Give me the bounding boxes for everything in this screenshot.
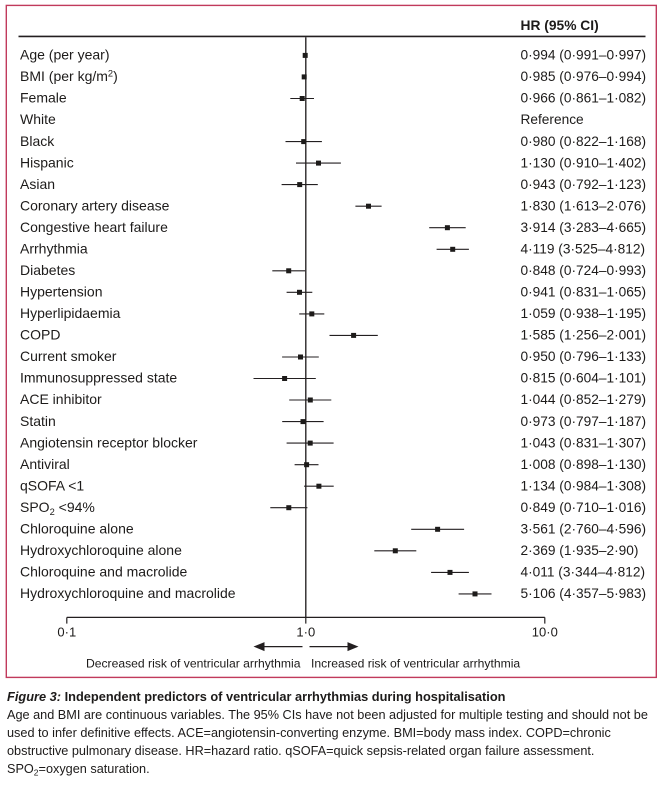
svg-text:Antiviral: Antiviral — [20, 456, 70, 472]
svg-text:1·0: 1·0 — [296, 625, 315, 640]
svg-text:Hyperlipidaemia: Hyperlipidaemia — [20, 305, 121, 321]
svg-text:2·369 (1·935–2·90): 2·369 (1·935–2·90) — [521, 543, 639, 558]
svg-text:0·966 (0·861–1·082): 0·966 (0·861–1·082) — [521, 91, 647, 106]
svg-text:0·941 (0·831–1·065): 0·941 (0·831–1·065) — [521, 285, 647, 300]
svg-text:1·130 (0·910–1·402): 1·130 (0·910–1·402) — [521, 155, 647, 170]
svg-text:Angiotensin receptor blocker: Angiotensin receptor blocker — [20, 434, 198, 450]
svg-text:Black: Black — [20, 133, 55, 149]
svg-text:5·106 (4·357–5·983): 5·106 (4·357–5·983) — [521, 586, 647, 601]
svg-text:Coronary artery disease: Coronary artery disease — [20, 197, 170, 213]
svg-text:BMI (per kg/m2): BMI (per kg/m2) — [20, 68, 118, 84]
svg-text:1·585 (1·256–2·001): 1·585 (1·256–2·001) — [521, 328, 647, 343]
svg-text:Diabetes: Diabetes — [20, 262, 75, 278]
svg-text:1·044 (0·852–1·279): 1·044 (0·852–1·279) — [521, 392, 647, 407]
svg-text:Hydroxychloroquine and macroli: Hydroxychloroquine and macrolide — [20, 585, 236, 601]
svg-text:Chloroquine and macrolide: Chloroquine and macrolide — [20, 564, 188, 580]
svg-text:0·985 (0·976–0·994): 0·985 (0·976–0·994) — [521, 69, 647, 84]
svg-text:3·561 (2·760–4·596): 3·561 (2·760–4·596) — [521, 522, 647, 537]
svg-text:0·815 (0·604–1·101): 0·815 (0·604–1·101) — [521, 371, 647, 386]
svg-text:ACE inhibitor: ACE inhibitor — [20, 391, 102, 407]
svg-text:Hypertension: Hypertension — [20, 284, 103, 300]
svg-text:0·973 (0·797–1·187): 0·973 (0·797–1·187) — [521, 414, 647, 429]
svg-text:Immunosuppressed state: Immunosuppressed state — [20, 370, 177, 386]
svg-text:3·914 (3·283–4·665): 3·914 (3·283–4·665) — [521, 220, 647, 235]
svg-text:0·950 (0·796–1·133): 0·950 (0·796–1·133) — [521, 349, 647, 364]
svg-text:4·119 (3·525–4·812): 4·119 (3·525–4·812) — [521, 242, 646, 257]
svg-text:Congestive heart failure: Congestive heart failure — [20, 219, 168, 235]
svg-text:Statin: Statin — [20, 413, 56, 429]
svg-text:Hispanic: Hispanic — [20, 154, 74, 170]
svg-text:Decreased risk of ventricular: Decreased risk of ventricular arrhythmia — [86, 656, 301, 670]
svg-text:White: White — [20, 111, 56, 127]
svg-text:SPO2 <94%: SPO2 <94% — [20, 499, 95, 517]
svg-text:4·011 (3·344–4·812): 4·011 (3·344–4·812) — [521, 565, 646, 580]
svg-text:0·994 (0·991–0·997): 0·994 (0·991–0·997) — [521, 48, 647, 63]
svg-text:COPD: COPD — [20, 327, 60, 343]
svg-text:HR (95% CI): HR (95% CI) — [521, 18, 599, 33]
svg-text:0·848 (0·724–0·993): 0·848 (0·724–0·993) — [521, 263, 647, 278]
svg-text:Female: Female — [20, 90, 67, 106]
svg-text:used to infer definitive effec: used to infer definitive effects. ACE=an… — [7, 726, 611, 740]
svg-text:0·849 (0·710–1·016): 0·849 (0·710–1·016) — [521, 500, 647, 515]
svg-text:Chloroquine alone: Chloroquine alone — [20, 521, 134, 537]
svg-text:Hydroxychloroquine alone: Hydroxychloroquine alone — [20, 542, 182, 558]
svg-text:Asian: Asian — [20, 176, 55, 192]
svg-text:0·943 (0·792–1·123): 0·943 (0·792–1·123) — [521, 177, 647, 192]
svg-text:1·008 (0·898–1·130): 1·008 (0·898–1·130) — [521, 457, 647, 472]
svg-text:0·980 (0·822–1·168): 0·980 (0·822–1·168) — [521, 134, 647, 149]
svg-text:1·059 (0·938–1·195): 1·059 (0·938–1·195) — [521, 306, 647, 321]
svg-text:10·0: 10·0 — [532, 625, 558, 640]
svg-text:0·1: 0·1 — [57, 625, 76, 640]
svg-text:Arrhythmia: Arrhythmia — [20, 241, 88, 257]
svg-text:Current smoker: Current smoker — [20, 348, 117, 364]
svg-text:1·134 (0·984–1·308): 1·134 (0·984–1·308) — [521, 478, 647, 493]
svg-text:1·043 (0·831–1·307): 1·043 (0·831–1·307) — [521, 435, 647, 450]
svg-text:1·830 (1·613–2·076): 1·830 (1·613–2·076) — [521, 198, 647, 213]
svg-text:obstructive pulmonary disease.: obstructive pulmonary disease. HR=hazard… — [7, 744, 594, 758]
svg-text:Age and BMI are continuous var: Age and BMI are continuous variables. Th… — [7, 708, 648, 722]
svg-text:SPO2=oxygen saturation.: SPO2=oxygen saturation. — [7, 762, 150, 778]
svg-text:Reference: Reference — [521, 112, 584, 127]
svg-text:Increased risk of ventricular: Increased risk of ventricular arrhythmia — [311, 656, 520, 670]
svg-text:Figure 3: Independent predicto: Figure 3: Independent predictors of vent… — [7, 689, 506, 704]
svg-text:Age (per year): Age (per year) — [20, 47, 109, 63]
svg-text:qSOFA <1: qSOFA <1 — [20, 477, 84, 493]
